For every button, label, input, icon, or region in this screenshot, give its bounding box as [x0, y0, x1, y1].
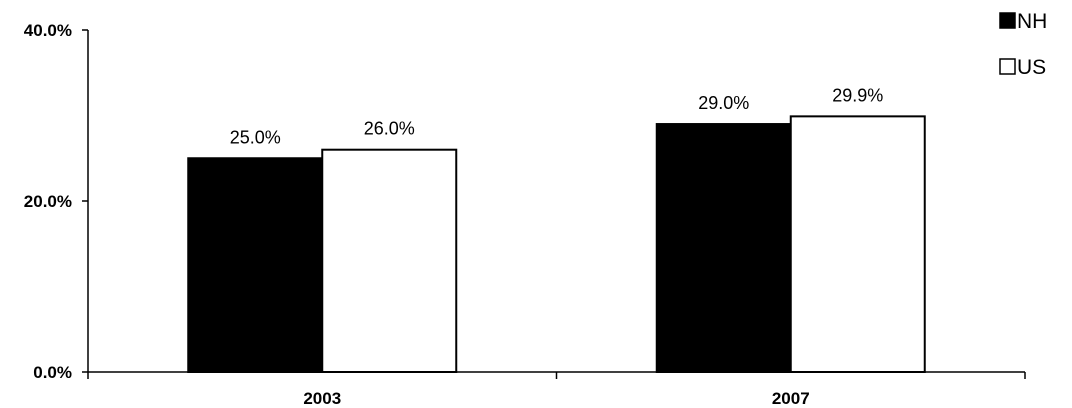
- legend-item-nh: NH: [999, 10, 1047, 33]
- y-tick-label: 40.0%: [24, 21, 72, 40]
- bar-us-2003: [321, 148, 458, 373]
- y-axis-ticks: 0.0% 20.0% 40.0%: [24, 21, 88, 382]
- legend-label-nh: NH: [1017, 10, 1047, 33]
- x-tick-label: 2007: [772, 389, 810, 408]
- legend-swatch-nh: [999, 12, 1016, 29]
- bar-nh-2003: [187, 157, 324, 373]
- data-labels-group: 25.0% 26.0% 29.0% 29.9%: [230, 85, 884, 147]
- x-tick-label: 2003: [303, 389, 341, 408]
- data-label-nh-2007: 29.0%: [698, 93, 749, 113]
- data-label-us-2007: 29.9%: [832, 85, 883, 105]
- data-label-nh-2003: 25.0%: [230, 127, 281, 147]
- bar-nh-2007: [655, 123, 792, 373]
- chart-axes: [87, 30, 1025, 373]
- data-label-us-2003: 26.0%: [364, 119, 415, 139]
- x-axis-ticks: 2003 2007: [87, 372, 1026, 408]
- legend-item-us: US: [999, 56, 1046, 79]
- y-tick-label: 0.0%: [33, 363, 72, 382]
- legend-swatch-us: [999, 58, 1016, 75]
- y-tick-label: 20.0%: [24, 192, 72, 211]
- bars-group: [187, 115, 926, 374]
- bar-us-2007: [789, 115, 926, 374]
- legend: NH US: [999, 10, 1047, 79]
- legend-label-us: US: [1017, 56, 1046, 79]
